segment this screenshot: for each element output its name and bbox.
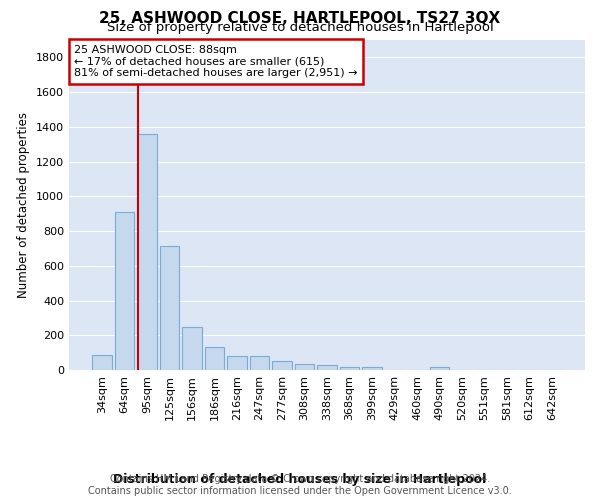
- Bar: [227, 356, 247, 370]
- Bar: [137, 134, 157, 370]
- Bar: [317, 365, 337, 370]
- Bar: [92, 355, 112, 370]
- Text: Distribution of detached houses by size in Hartlepool: Distribution of detached houses by size …: [113, 472, 487, 486]
- Bar: [182, 328, 202, 370]
- Text: 25, ASHWOOD CLOSE, HARTLEPOOL, TS27 3QX: 25, ASHWOOD CLOSE, HARTLEPOOL, TS27 3QX: [100, 11, 500, 26]
- Text: 25 ASHWOOD CLOSE: 88sqm
← 17% of detached houses are smaller (615)
81% of semi-d: 25 ASHWOOD CLOSE: 88sqm ← 17% of detache…: [74, 45, 358, 78]
- Bar: [115, 212, 134, 370]
- Bar: [430, 366, 449, 370]
- Bar: [160, 246, 179, 370]
- Bar: [272, 362, 292, 370]
- Bar: [205, 346, 224, 370]
- Text: Contains HM Land Registry data © Crown copyright and database right 2024.
Contai: Contains HM Land Registry data © Crown c…: [88, 474, 512, 496]
- Bar: [340, 367, 359, 370]
- Bar: [362, 368, 382, 370]
- Text: Size of property relative to detached houses in Hartlepool: Size of property relative to detached ho…: [107, 22, 493, 35]
- Bar: [295, 364, 314, 370]
- Y-axis label: Number of detached properties: Number of detached properties: [17, 112, 31, 298]
- Bar: [250, 356, 269, 370]
